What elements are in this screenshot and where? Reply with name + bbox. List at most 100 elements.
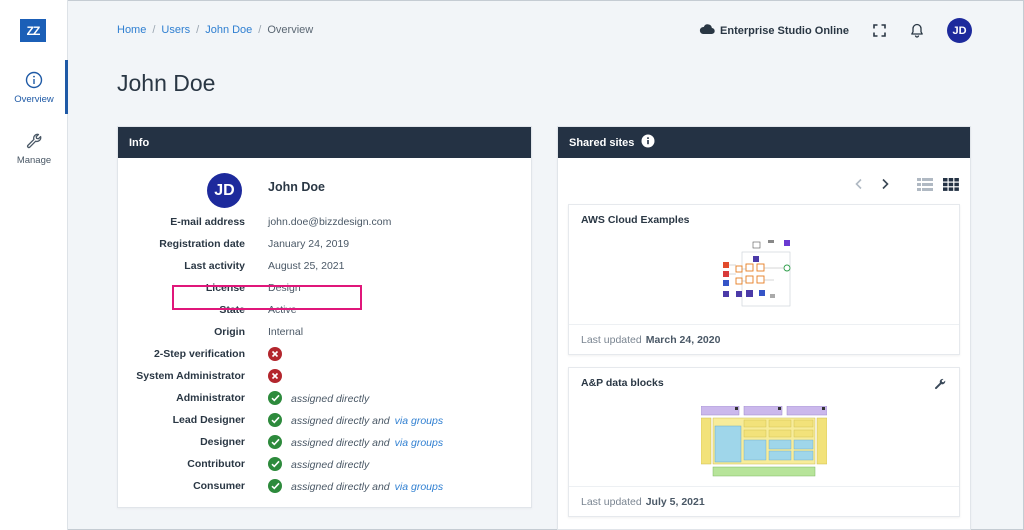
role-lead-designer: Lead Designer assigned directly and via …	[118, 413, 533, 429]
check-circle-icon	[268, 413, 282, 427]
cross-circle-icon	[268, 369, 282, 383]
profile-avatar: JD	[207, 173, 242, 208]
sidebar-item-manage[interactable]: Manage	[0, 131, 68, 166]
user-avatar[interactable]: JD	[947, 18, 972, 43]
check-circle-icon	[268, 457, 282, 471]
breadcrumb-users[interactable]: Users	[161, 24, 191, 36]
shared-sites-title: Shared sites	[569, 136, 635, 149]
field-state: State Active	[118, 303, 533, 319]
site-updated-label: Last updated	[581, 495, 642, 508]
flag-two-step: 2-Step verification	[118, 347, 533, 363]
role-assignment: assigned directly	[291, 392, 370, 405]
role-contributor: Contributor assigned directly	[118, 457, 533, 473]
check-circle-icon	[268, 479, 282, 493]
site-updated-date: March 24, 2020	[645, 333, 721, 346]
sidebar-item-label: Overview	[14, 94, 54, 105]
field-value: assigned directly and via groups	[268, 413, 444, 427]
role-assignment: assigned directly and	[291, 414, 390, 427]
field-label: Origin	[214, 326, 245, 338]
field-registration-date: Registration date January 24, 2019	[118, 237, 533, 253]
studio-switcher[interactable]: Enterprise Studio Online	[699, 23, 849, 38]
role-consumer: Consumer assigned directly and via group…	[118, 479, 533, 495]
field-value: assigned directly and via groups	[268, 435, 444, 449]
breadcrumb-separator: /	[196, 24, 200, 36]
field-email: E-mail address john.doe@bizzdesign.com	[118, 215, 533, 231]
field-label: Registration date	[159, 238, 245, 250]
info-card-header: Info	[118, 127, 531, 158]
field-label: 2-Step verification	[153, 348, 245, 360]
via-groups-link[interactable]: via groups	[394, 480, 444, 493]
via-groups-link[interactable]: via groups	[394, 414, 444, 427]
sidebar-item-label: Manage	[16, 155, 52, 166]
breadcrumb-separator: /	[152, 24, 156, 36]
info-card-title: Info	[129, 136, 150, 149]
field-label: System Administrator	[136, 370, 245, 382]
shared-sites-header: Shared sites	[558, 127, 970, 158]
breadcrumb-home[interactable]: Home	[117, 24, 147, 36]
breadcrumb-user[interactable]: John Doe	[205, 24, 253, 36]
field-value: assigned directly	[268, 391, 370, 405]
field-label: Designer	[200, 436, 245, 448]
sidebar-item-overview[interactable]: Overview	[0, 60, 68, 114]
site-title: A&P data blocks	[581, 377, 664, 389]
via-groups-link[interactable]: via groups	[394, 436, 444, 449]
info-card: Info JD John Doe E-mail address john.doe…	[117, 126, 532, 508]
field-value: assigned directly and via groups	[268, 479, 444, 493]
breadcrumb-current: Overview	[267, 24, 314, 36]
field-value: August 25, 2021	[268, 260, 345, 272]
grid-view-icon[interactable]	[942, 175, 960, 193]
field-value	[268, 369, 291, 383]
site-card-aws[interactable]: AWS Cloud Examples	[568, 204, 960, 355]
role-assignment: assigned directly	[291, 458, 370, 471]
breadcrumb: Home / Users / John Doe / Overview	[117, 24, 313, 36]
check-circle-icon	[268, 391, 282, 405]
field-label: Lead Designer	[172, 414, 245, 426]
role-designer: Designer assigned directly and via group…	[118, 435, 533, 451]
role-administrator: Administrator assigned directly	[118, 391, 533, 407]
field-value: john.doe@bizzdesign.com	[268, 216, 392, 228]
chevron-right-icon[interactable]	[876, 175, 894, 193]
role-assignment: assigned directly and	[291, 480, 390, 493]
info-icon[interactable]	[641, 134, 655, 151]
page-title: John Doe	[117, 70, 216, 96]
field-label: E-mail address	[170, 216, 245, 228]
sidebar: ZZ Overview Manage	[0, 0, 68, 530]
bell-icon[interactable]	[909, 23, 925, 39]
site-thumbnail-blocks	[700, 405, 828, 483]
fullscreen-icon[interactable]	[871, 23, 887, 39]
site-title: AWS Cloud Examples	[581, 214, 690, 226]
site-footer: Last updated March 24, 2020	[569, 324, 959, 354]
field-value: Active	[268, 304, 297, 316]
field-value: assigned directly	[268, 457, 370, 471]
list-view-icon[interactable]	[916, 175, 934, 193]
field-label: Consumer	[193, 480, 245, 492]
profile-name: John Doe	[268, 180, 325, 194]
field-label: Administrator	[176, 392, 245, 404]
header-tools: Enterprise Studio Online JD	[699, 18, 972, 43]
cross-circle-icon	[268, 347, 282, 361]
wrench-icon[interactable]	[933, 377, 947, 396]
info-circle-icon	[24, 70, 44, 90]
field-last-activity: Last activity August 25, 2021	[118, 259, 533, 275]
site-updated-date: July 5, 2021	[645, 495, 705, 508]
field-label: Contributor	[187, 458, 245, 470]
shared-sites-controls	[850, 175, 960, 193]
field-value	[268, 347, 291, 361]
field-value: January 24, 2019	[268, 238, 350, 250]
breadcrumb-separator: /	[258, 24, 262, 36]
check-circle-icon	[268, 435, 282, 449]
cloud-icon	[699, 23, 715, 38]
flag-system-admin: System Administrator	[118, 369, 533, 385]
chevron-left-icon[interactable]	[850, 175, 868, 193]
studio-label: Enterprise Studio Online	[720, 24, 849, 37]
field-label: State	[219, 304, 245, 316]
app-logo[interactable]: ZZ	[20, 19, 46, 42]
field-origin: Origin Internal	[118, 325, 533, 341]
site-thumbnail-diagram	[722, 238, 806, 317]
highlight-box	[172, 285, 362, 310]
role-assignment: assigned directly and	[291, 436, 390, 449]
site-updated-label: Last updated	[581, 333, 642, 346]
site-footer: Last updated July 5, 2021	[569, 486, 959, 516]
site-card-ap-data-blocks[interactable]: A&P data blocks	[568, 367, 960, 517]
shared-sites-card: Shared sites AWS Cloud Examples	[557, 126, 971, 530]
